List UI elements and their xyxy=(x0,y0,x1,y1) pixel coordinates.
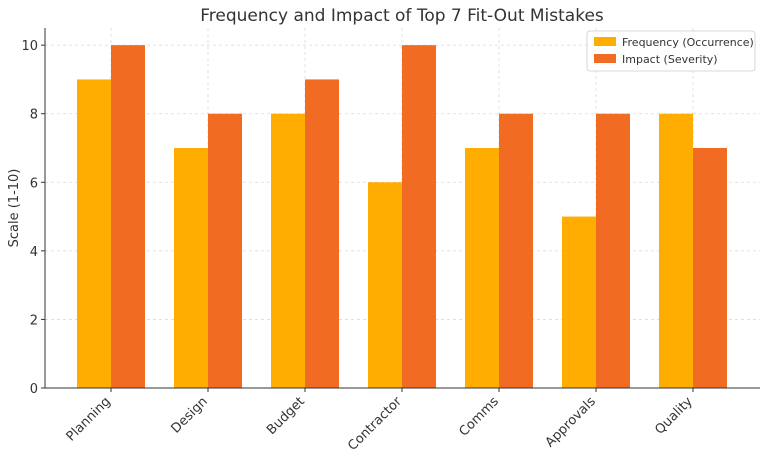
bar-impact xyxy=(693,148,727,388)
bar-frequency xyxy=(77,79,111,388)
x-tick-label: Contractor xyxy=(345,394,405,454)
chart-title: Frequency and Impact of Top 7 Fit-Out Mi… xyxy=(200,6,604,26)
bar-impact xyxy=(208,113,242,388)
y-tick-label: 10 xyxy=(21,39,38,54)
bar-impact xyxy=(596,113,630,388)
x-tick-label: Approvals xyxy=(543,394,599,450)
bar-frequency xyxy=(562,216,596,388)
x-tick-label: Budget xyxy=(264,394,308,438)
y-axis-label: Scale (1-10) xyxy=(7,169,22,248)
bars xyxy=(77,45,727,389)
legend-label: Frequency (Occurrence) xyxy=(622,36,754,49)
bar-frequency xyxy=(174,148,208,388)
bar-frequency xyxy=(465,148,499,388)
bar-impact xyxy=(305,79,339,388)
y-tick-label: 4 xyxy=(30,245,38,260)
y-tick-label: 8 xyxy=(30,108,38,123)
bar-impact xyxy=(111,45,145,389)
legend-swatch xyxy=(594,54,616,63)
x-tick-label: Comms xyxy=(456,394,502,440)
legend: Frequency (Occurrence) Impact (Severity) xyxy=(586,30,756,72)
x-tick-label: Planning xyxy=(64,394,114,444)
y-tick-label: 0 xyxy=(30,382,38,397)
y-tick-label: 2 xyxy=(30,313,38,328)
bar-impact xyxy=(499,113,533,388)
legend-swatch xyxy=(594,37,616,46)
bar-frequency xyxy=(368,182,402,388)
legend-box xyxy=(586,30,756,72)
bar-impact xyxy=(402,45,436,389)
x-tick-label: Quality xyxy=(652,394,696,438)
x-tick-label: Design xyxy=(168,394,210,436)
axes xyxy=(41,28,760,392)
legend-label: Impact (Severity) xyxy=(622,53,718,66)
bar-frequency xyxy=(271,113,305,388)
y-tick-label: 6 xyxy=(30,176,38,191)
bar-frequency xyxy=(659,113,693,388)
